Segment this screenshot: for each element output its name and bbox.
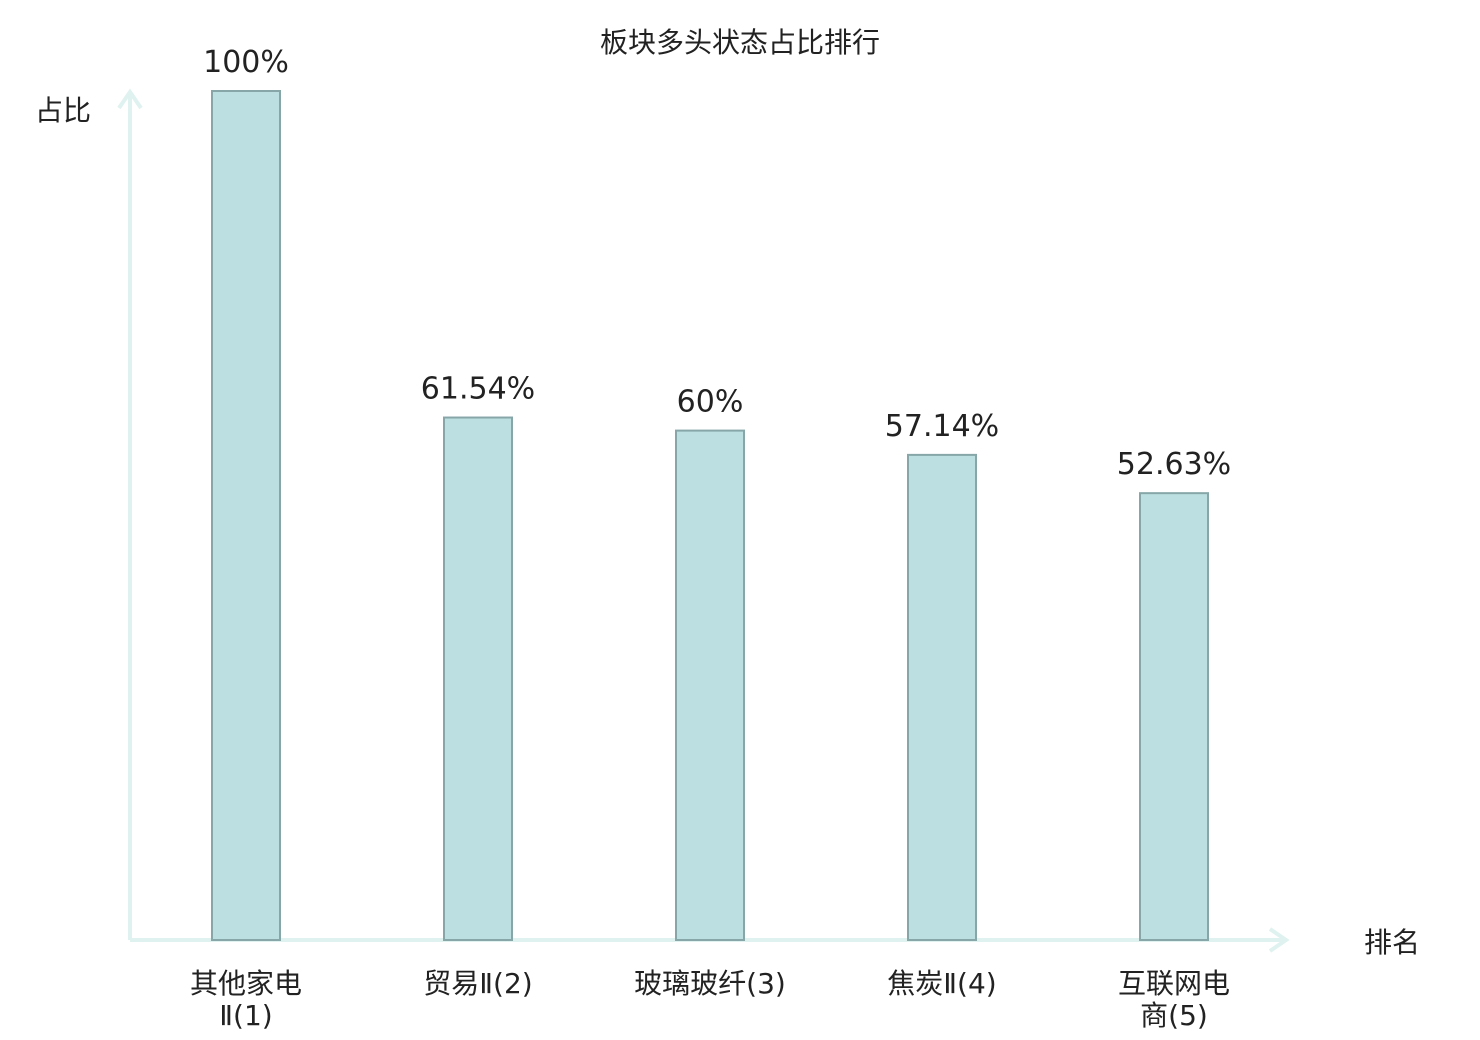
bar-value-label: 57.14%: [885, 409, 999, 444]
bar-value-label: 52.63%: [1117, 447, 1231, 482]
chart-title: 板块多头状态占比排行: [600, 26, 880, 59]
category-label: 焦炭Ⅱ(4): [887, 967, 996, 1000]
value-labels: 100% 61.54% 60% 57.14% 52.63%: [203, 45, 1231, 482]
y-axis: [117, 88, 143, 940]
bar: [443, 416, 513, 941]
bar-value-label: 60%: [677, 385, 744, 420]
bar: [211, 90, 281, 941]
x-axis-label: 排名: [1364, 926, 1420, 959]
category-label: 其他家电: [190, 967, 302, 1000]
bars: [211, 90, 1209, 941]
bar: [907, 453, 977, 941]
bar: [1139, 492, 1209, 941]
bar-value-label: 100%: [203, 45, 289, 80]
bar: [675, 429, 745, 941]
category-label: 互联网电: [1118, 967, 1230, 1000]
category-label: Ⅱ(1): [219, 999, 272, 1032]
category-label: 贸易Ⅱ(2): [423, 967, 532, 1000]
category-label: 玻璃玻纤(3): [634, 967, 786, 1000]
bar-value-label: 61.54%: [421, 372, 535, 407]
category-label: 商(5): [1140, 999, 1208, 1032]
y-axis-label: 占比: [35, 94, 91, 127]
